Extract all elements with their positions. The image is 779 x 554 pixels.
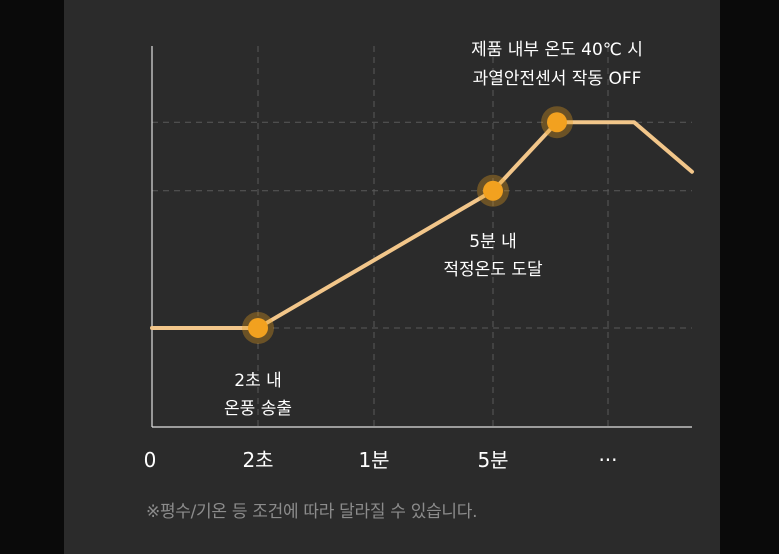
x-tick-label-0: 0 [144, 448, 157, 472]
annotation-2-line-1: 과열안전센서 작동 OFF [473, 69, 642, 89]
left-margin [0, 0, 64, 554]
series-polyline [150, 120, 694, 330]
chart-panel [64, 0, 720, 554]
right-margin [720, 0, 779, 554]
annotation-1-line-1: 적정온도 도달 [443, 260, 543, 280]
x-tick-labels: 0 2초 1분 5분 ··· [144, 448, 618, 472]
marker-point-2 [547, 112, 567, 133]
marker-point-1 [483, 180, 503, 201]
marker-point-0 [248, 317, 268, 338]
footnote: ※평수/기온 등 조건에 따라 달라질 수 있습니다. [146, 502, 478, 522]
x-tick-label-4: ··· [598, 448, 617, 472]
markers [242, 106, 573, 344]
x-tick-label-3: 5분 [477, 448, 508, 472]
annotation-1-line-0: 5분 내 [469, 232, 517, 252]
annotation-0-line-0: 2초 내 [234, 371, 282, 391]
grid-lines [152, 46, 692, 427]
annotation-2-line-0: 제품 내부 온도 40℃ 시 [471, 40, 643, 60]
series-line [150, 120, 694, 330]
axes [151, 46, 692, 428]
x-tick-label-2: 1분 [358, 448, 389, 472]
annotation-0-line-1: 온풍 송출 [224, 399, 292, 419]
x-tick-label-1: 2초 [242, 448, 273, 472]
